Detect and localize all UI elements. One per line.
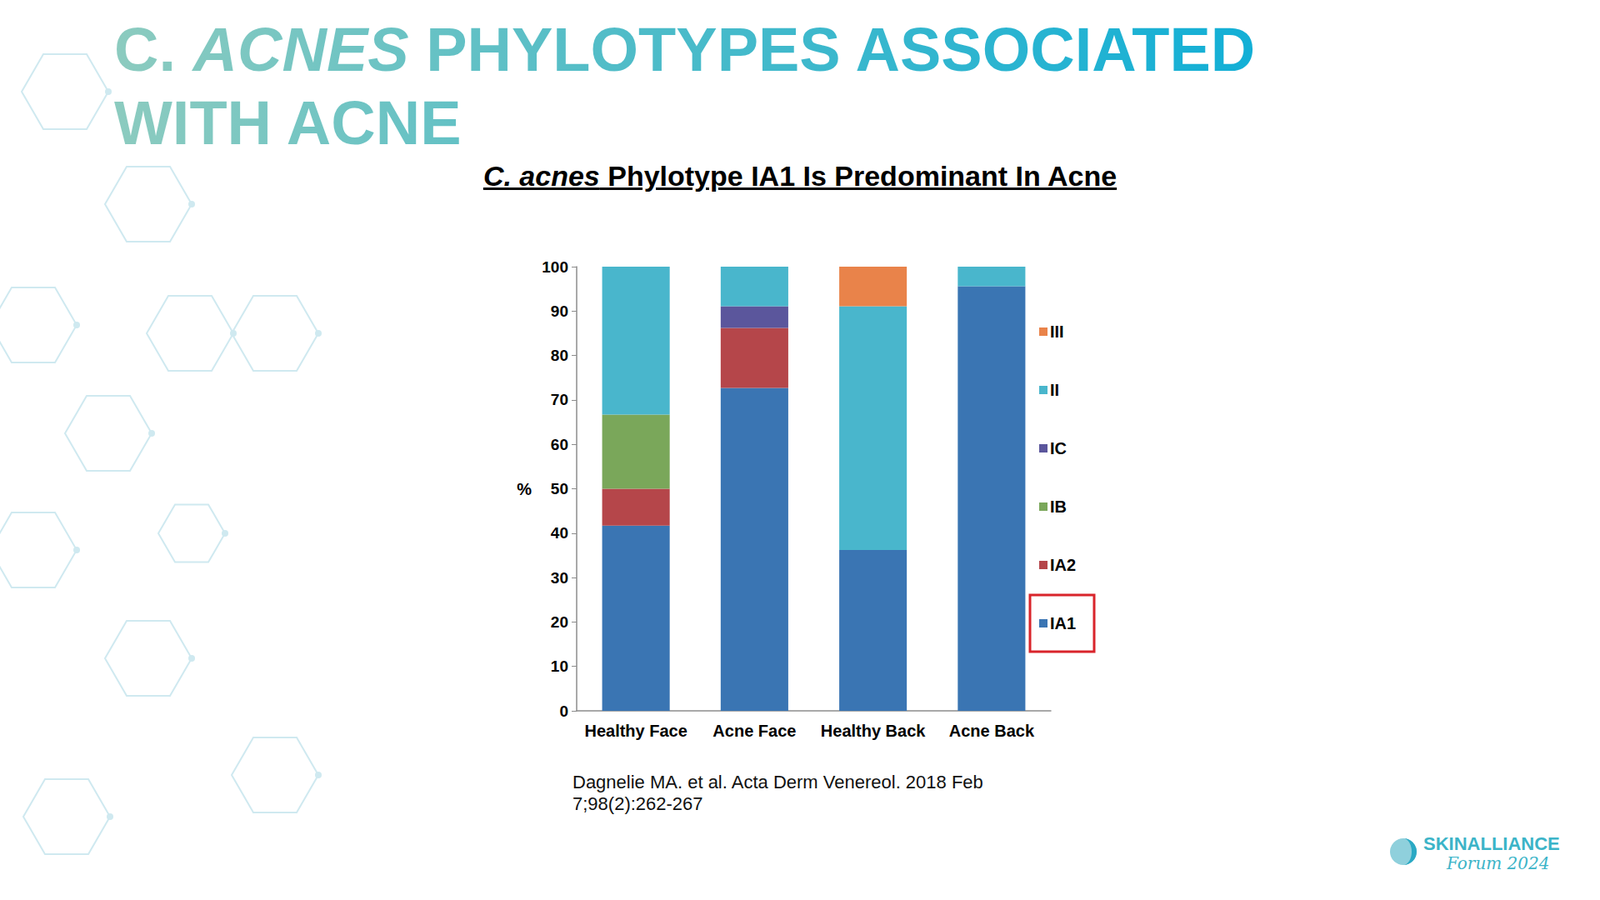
svg-text:70: 70 [550,390,569,409]
svg-text:Healthy Face: Healthy Face [584,721,687,740]
svg-text:Acne Back: Acne Back [949,721,1035,740]
svg-text:20: 20 [550,613,569,631]
svg-text:IB: IB [1050,497,1067,516]
svg-text:IA1: IA1 [1050,614,1076,633]
svg-text:40: 40 [550,524,569,542]
svg-text:%: % [516,480,532,499]
svg-text:IC: IC [1050,439,1067,458]
svg-text:10: 10 [550,657,569,675]
html-text:C. acnes Phylotype IA1 Is Pred: C. acnes Phylotype IA1 Is Predominant In… [483,160,1117,192]
svg-text:100: 100 [541,258,569,276]
svg-text:Healthy Back: Healthy Back [820,721,926,740]
svg-text:II: II [1050,380,1060,400]
svg-text:30: 30 [550,569,569,587]
html-text:C. ACNES PHYLOTYPES ASSOCIATED: C. ACNES PHYLOTYPES ASSOCIATED [114,15,1256,85]
html-text:SKINALLIANCE: SKINALLIANCE [1423,833,1560,855]
svg-text:0: 0 [559,702,569,720]
svg-text:IA2: IA2 [1050,555,1076,575]
svg-text:80: 80 [550,346,569,365]
html-text:WITH ACNE: WITH ACNE [114,88,462,158]
html-text:7;98(2):262-267: 7;98(2):262-267 [572,793,703,815]
svg-text:90: 90 [550,302,569,320]
svg-text:50: 50 [550,480,569,498]
svg-text:60: 60 [550,435,569,454]
html-text:Forum 2024: Forum 2024 [1446,853,1550,874]
html-text:Dagnelie MA. et al. Acta Derm: Dagnelie MA. et al. Acta Derm Venereol. … [572,771,984,793]
svg-text:III: III [1050,322,1065,341]
svg-text:Acne Face: Acne Face [712,721,796,740]
